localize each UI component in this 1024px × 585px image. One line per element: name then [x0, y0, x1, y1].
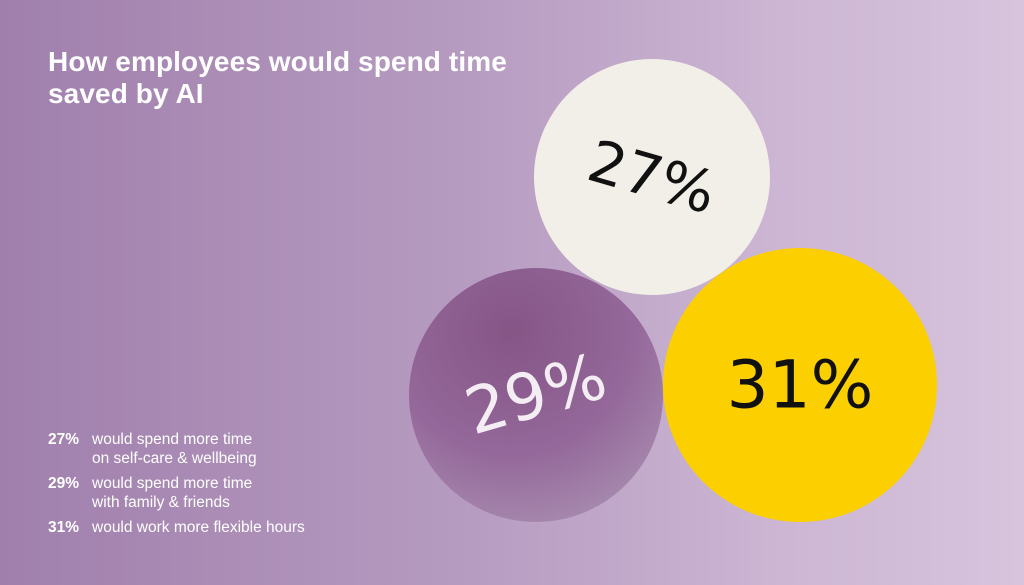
legend-percentage: 31%: [48, 519, 80, 536]
bubble-family-circle: [409, 268, 663, 522]
legend-item: 31% would work more flexible hours: [48, 518, 388, 537]
legend-percentage: 29%: [48, 475, 80, 492]
bubble-flexible-label: 31%: [727, 347, 874, 424]
legend-item: 27% would spend more time on self-care & w…: [48, 430, 388, 468]
legend-description: would spend more time with family & frien…: [92, 475, 253, 511]
bubble-self-care: 27%: [534, 59, 770, 295]
legend-percentage: 27%: [48, 431, 80, 448]
bubble-self-care-circle: [534, 59, 770, 295]
chart-title: How employees would spend time saved by …: [48, 46, 507, 109]
bubble-flexible: 31%: [663, 248, 937, 522]
legend-item: 29% would spend more time with family & fr…: [48, 474, 388, 512]
legend-description: would spend more time on self-care & well…: [92, 431, 257, 467]
bubble-flexible-circle: [663, 248, 937, 522]
legend-description: would work more flexible hours: [92, 519, 305, 536]
bubble-family: 29%: [409, 268, 663, 522]
legend: 27% would spend more time on self-care & w…: [48, 430, 388, 543]
